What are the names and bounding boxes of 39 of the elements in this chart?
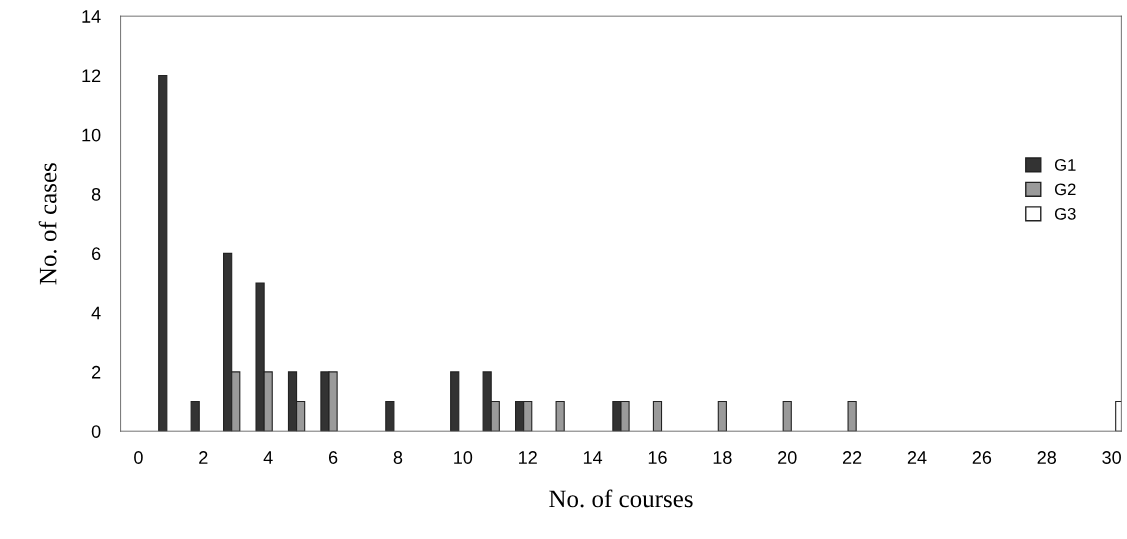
bar [847,401,857,432]
x-tick-label: 26 [972,451,992,464]
bar [652,401,663,432]
legend-label: G3 [1054,207,1076,220]
y-tick-label: 0 [91,425,101,438]
y-tick-label: 6 [92,247,101,261]
x-tick-label: 24 [907,451,927,464]
x-tick-label: 4 [263,451,273,464]
y-tick-label: 10 [82,128,101,142]
x-tick-label: 6 [328,451,338,464]
legend-label: G1 [1054,158,1076,171]
x-tick-label: 28 [1037,451,1057,464]
x-tick-label: 16 [648,451,667,464]
x-tick-label: 22 [842,451,862,464]
y-tick-label: 4 [91,306,101,320]
x-tick-label: 14 [583,451,603,464]
bar [1115,401,1122,432]
x-tick-label: 30 [1102,451,1121,464]
bar [190,401,200,432]
x-tick-label: 8 [393,451,403,464]
bar [782,401,792,432]
bar [450,371,460,432]
bar [158,74,168,432]
x-tick-label: 0 [134,451,143,464]
bar [717,401,727,432]
x-tick-label: 18 [713,451,732,464]
x-axis-title: No. of courses [549,489,693,508]
x-tick-label: 10 [454,451,473,464]
bar [385,401,395,432]
bar [555,401,565,432]
y-tick-label: 12 [82,69,101,82]
y-axis-title: No. of cases [38,163,57,285]
y-tick-label: 14 [82,10,101,23]
x-tick-label: 12 [519,451,537,464]
y-tick-label: 8 [91,187,101,201]
x-tick-label: 2 [199,451,208,464]
legend-label: G2 [1054,183,1076,196]
y-tick-label: 2 [92,365,101,379]
x-tick-label: 20 [778,451,797,464]
